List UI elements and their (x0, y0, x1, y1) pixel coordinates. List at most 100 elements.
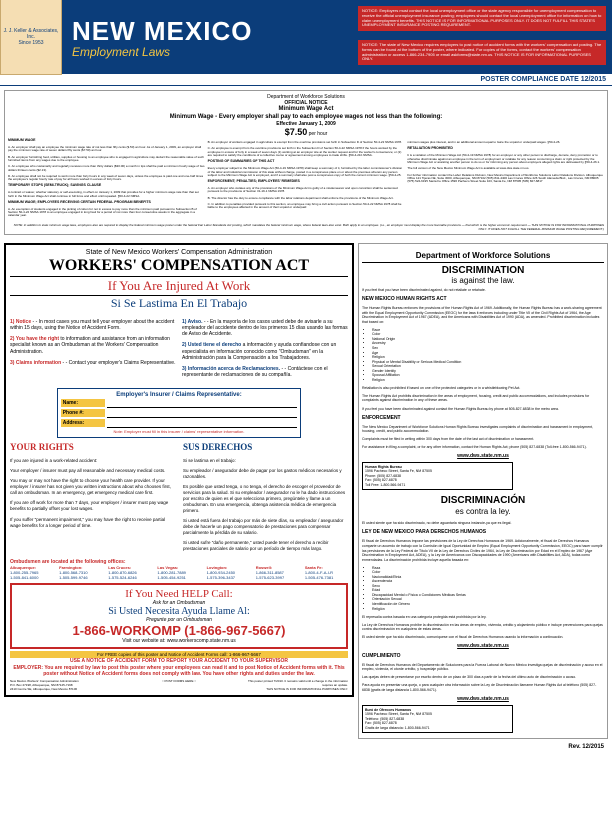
mw-p: C. In addition to penalties provided pur… (208, 203, 405, 210)
office-item: Las Cruces:1-800-870-68261-575-524-6246 (108, 565, 151, 580)
disc-intro: If you feel that you have been discrimin… (362, 288, 604, 293)
disc-body-en: If you feel that you have been discrimin… (362, 288, 604, 733)
wc-item-t: 3) Claims information (10, 360, 61, 366)
offices-block: Ombudsmen are located at the following o… (10, 559, 348, 580)
mw-header: Department of Workforce Solutions OFFICI… (8, 94, 604, 138)
mw-rate-suffix: per hour (309, 131, 328, 137)
wc-item-t: 1) Aviso. (182, 319, 202, 325)
addr-body: 1596 Pacheco Street, Santa Fe, NM 87505 … (365, 712, 432, 730)
disc-categories-es: RazaColorNacionalidad/EtniaAscendenciaSe… (372, 566, 604, 611)
help-en: If You Need HELP Call: (15, 588, 343, 600)
wc-foot-left: New Mexico Workers' Compensation Adminis… (10, 679, 120, 691)
mw-p: B. An employer furnishing food, utilitie… (8, 156, 205, 163)
disc-es-hr-head: LEY DE NEW MEXICO PARA DERECHOS HUMANOS (362, 529, 604, 536)
mw-statement: Minimum Wage - Every employer shall pay … (8, 114, 604, 121)
office-item: Santa Fe:1-800-4-F-A-I-R1-505-476-7381 (305, 565, 348, 580)
disc-url-es: www.dws.state.nm.us (362, 643, 604, 650)
wc-item-t: 3) Información acerca de Reclamaciones. (182, 366, 280, 372)
wc-injured-en: If You Are Injured At Work (10, 276, 348, 296)
disc-p: Complaints must be filed in writing with… (362, 437, 604, 442)
disc-p: Para ayuda en presentar una queja, o par… (362, 683, 604, 692)
rights-p: If you are off work for more than 7 days… (10, 500, 175, 512)
disc-hr-head: NEW MEXICO HUMAN RIGHTS ACT (362, 296, 604, 303)
wc-item-b: - - In most cases you must tell your emp… (10, 319, 174, 331)
category-item: Religion (372, 378, 604, 383)
rights-p: You may or may not have the right to cho… (10, 478, 175, 496)
disc-p: El represalía contra basada en una categ… (362, 615, 604, 620)
rights-p: If you are injured in a work-related acc… (10, 458, 175, 464)
mw-p: C. An employee who customarily and regul… (8, 165, 205, 172)
mw-p: A. An exemption of students engaged in t… (8, 208, 205, 218)
disc-url: www.dws.state.nm.us (362, 453, 604, 460)
category-item: Religión (372, 607, 604, 612)
lbl-name: Name: (61, 399, 105, 407)
mw-footnote: NOTE: In addition to state minimum wage … (8, 223, 604, 231)
disc-p: If you feel you have been discriminated … (362, 407, 604, 412)
mw-p: B. An employer of workers engaged in agr… (208, 141, 405, 144)
mw-p: D. An employee shall not be required to … (8, 175, 205, 182)
disc-p: Retaliation is also prohibited if based … (362, 386, 604, 391)
disc-p: The Human Rights Act prohibits discrimin… (362, 394, 604, 403)
insurer-box: Employer's Insurer / Claims Representati… (57, 388, 302, 438)
disc-es-sub: es contra la ley. (362, 507, 604, 517)
help-phone: 1-866-WORKOMP (1-866-967-5667) (15, 623, 343, 638)
lbl-address: Address: (61, 419, 105, 427)
wc-item: 1) Aviso. - - En la mayoría de los casos… (182, 319, 348, 338)
blank-line (107, 409, 298, 418)
mw-p: C. An employee is exempt from the overti… (208, 147, 405, 157)
content-columns: State of New Mexico Workers' Compensatio… (0, 239, 612, 756)
mw-h: ENFORCEMENT; PENALTIES; EMPLOYEES' REMED… (208, 180, 405, 184)
rights-p: Si se lastima en el trabajo: (183, 458, 348, 464)
mw-p: It is a violation of the Minimum Wage Ac… (407, 154, 604, 164)
wc-foot-right: This poster printed 7/2010. It remains v… (238, 679, 348, 691)
disc-address-es: Buró de Ofrecces Humanos 1596 Pacheco St… (362, 705, 513, 734)
mw-p: For further information contact the Labo… (407, 174, 604, 184)
wc-state: State of New Mexico Workers' Compensatio… (10, 249, 348, 256)
employer-warning: EMPLOYER: You are required by law to pos… (10, 665, 348, 677)
mw-act: Minimum Wage Act (8, 106, 604, 113)
rights-p: Your employer / insurer must pay all rea… (10, 468, 175, 474)
mw-p: minimum wages plus interest, and in an a… (407, 141, 604, 144)
report-line: USE A NOTICE OF ACCIDENT FORM TO REPORT … (10, 658, 348, 664)
wc-item-t: 2) You have the right (10, 336, 59, 342)
wc-item: 2) Usted tiene el derecho a información … (182, 342, 348, 361)
rights-columns: YOUR RIGHTS If you are injured in a work… (10, 442, 348, 557)
rights-en: YOUR RIGHTS If you are injured in a work… (10, 442, 175, 557)
compliance-date: POSTER COMPLIANCE DATE 12/2015 (0, 74, 612, 86)
addr-head: Buró de Ofrecces Humanos (365, 708, 411, 712)
mw-h: MINIMUM WAGE; EMPLOYEES RECEIVING CERTAI… (8, 201, 205, 205)
disc-address-en: Human Rights Bureau 1596 Pacheco Street,… (362, 462, 513, 491)
disc-hr-p: The Human Rights Bureau enforces the pro… (362, 306, 604, 324)
wc-injured-es: Si Se Lastima En El Trabajo (10, 296, 348, 311)
publisher-logo: J. J. Keller & Associates, Inc. Since 19… (0, 0, 62, 75)
disc-p: El usted siente que ha sido discriminado… (362, 521, 604, 526)
wc-item: 3) Información acerca de Reclamaciones. … (182, 366, 348, 379)
insurer-row-phone: Phone #: (61, 409, 298, 418)
logo-since: Since 1953 (18, 40, 43, 46)
mw-p: A. An employer who violates any of the p… (208, 187, 405, 194)
disc-es-title: DISCRIMINACIÓN (362, 494, 604, 507)
office-item: Roswell:1-866-311-85871-575-623-3997 (256, 565, 299, 580)
office-item: Farmington:1-800-568-73101-505-599-9746 (59, 565, 102, 580)
disc-sub: is against the law. (362, 276, 604, 285)
addr-body: 1596 Pacheco Street, Santa Fe, NM 87505 … (365, 469, 432, 487)
help-box: If You Need HELP Call: Ask for an Ombuds… (10, 583, 348, 649)
mw-p: The full version of the New Mexico Minim… (407, 167, 604, 170)
wc-foot-mid: ○ POST FORMS HERE ○ (124, 679, 234, 691)
revision-date: Rev. 12/2015 (358, 743, 608, 751)
insurer-row-name: Name: (61, 399, 298, 408)
disc-es-enf-head: CUMPLIMIENTO (362, 653, 604, 660)
rights-p: Si usted sufre "daño permanente," usted … (183, 540, 348, 552)
rights-es: SUS DERECHOS Si se lastima en el trabajo… (183, 442, 348, 557)
disc-categories: RaceColorNational OriginAncestrySexAgeRe… (372, 328, 604, 383)
lbl-phone: Phone #: (61, 409, 105, 417)
insurer-title: Employer's Insurer / Claims Representati… (61, 392, 298, 398)
workers-comp-panel: State of New Mexico Workers' Compensatio… (4, 243, 354, 698)
wc-notice-columns: 1) Notice - - In most cases you must tel… (10, 314, 348, 384)
wc-notice-es: 1) Aviso. - - En la mayoría de los casos… (182, 314, 348, 384)
disc-p: El usted siente que ha sido discriminado… (362, 635, 604, 640)
logo-name: J. J. Keller & Associates, Inc. (1, 28, 61, 40)
mw-rate-line: $7.50 per hour (8, 127, 604, 138)
wc-item: 2) You have the right to information and… (10, 336, 176, 355)
wc-item: 1) Notice - - In most cases you must tel… (10, 319, 176, 332)
